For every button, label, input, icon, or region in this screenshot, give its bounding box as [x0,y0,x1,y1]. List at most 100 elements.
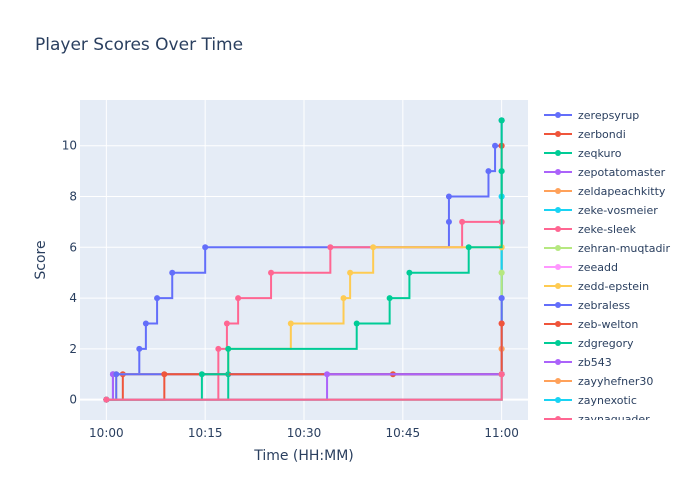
data-point[interactable] [225,345,232,352]
data-point[interactable] [485,168,492,175]
data-point[interactable] [327,244,334,251]
y-tick-label: 4 [69,291,77,305]
y-tick-label: 8 [69,190,77,204]
data-point[interactable] [465,244,472,251]
legend-label: zeke-vosmeier [578,204,658,217]
legend-label: zayyhefner30 [578,375,653,388]
legend-marker [555,264,561,270]
series-line [106,374,503,401]
data-point[interactable] [287,320,294,327]
data-point[interactable] [445,218,452,225]
data-point[interactable] [142,320,149,327]
data-point[interactable] [154,295,161,302]
y-tick-label: 0 [69,393,77,407]
legend-item[interactable]: zaynaguader [544,413,650,426]
legend-item[interactable]: zeqkuro [544,147,622,160]
data-point[interactable] [136,345,143,352]
data-point[interactable] [202,244,209,251]
data-point[interactable] [161,371,168,378]
data-point[interactable] [498,320,505,327]
legend-item[interactable]: zerepsyrup [544,109,639,122]
data-point[interactable] [353,320,360,327]
data-point[interactable] [498,371,505,378]
y-tick-label: 10 [62,139,77,153]
series-line [106,120,503,401]
legend[interactable]: zerepsyrup zerbondi zeqkuro zepotatomaster z… [544,109,670,426]
legend-item[interactable]: zeke-vosmeier [544,204,658,217]
data-point[interactable] [445,193,452,200]
legend-marker [555,302,561,308]
legend-label: zdgregory [578,337,634,350]
legend-label: zb543 [578,356,612,369]
chart-title: Player Scores Over Time [35,35,243,55]
legend-label: zerbondi [578,128,626,141]
data-point[interactable] [492,142,499,149]
legend-marker [555,340,561,346]
data-point[interactable] [324,371,331,378]
legend-item[interactable]: zebraless [544,299,630,312]
legend-item[interactable]: zerbondi [544,128,626,141]
y-axis-label: Score [33,240,49,279]
legend-item[interactable]: zayyhefner30 [544,375,653,388]
data-point[interactable] [215,345,222,352]
y-axis-ticks: 0 2 4 6 8 10 [62,139,77,407]
legend-item[interactable]: zeke-sleek [544,223,637,236]
x-axis-label: Time (HH:MM) [253,448,354,464]
data-point[interactable] [498,295,505,302]
data-point[interactable] [235,295,242,302]
data-point[interactable] [386,295,393,302]
series-layer [103,117,505,403]
legend-item[interactable]: zdgregory [544,337,634,350]
data-point[interactable] [223,320,230,327]
data-point[interactable] [498,269,505,276]
legend-item[interactable]: zepotatomaster [544,166,666,179]
legend-marker [555,207,561,213]
legend-label: zedd-epstein [578,280,649,293]
legend-marker [555,321,561,327]
legend-item[interactable]: zedd-epstein [544,280,649,293]
legend-label: zeb-welton [578,318,638,331]
data-point[interactable] [198,371,205,378]
data-point[interactable] [169,269,176,276]
legend-marker [555,226,561,232]
legend-item[interactable]: zaynexotic [544,394,637,407]
y-tick-label: 6 [69,240,77,254]
data-point[interactable] [347,269,354,276]
legend-item[interactable]: zehran-muqtadir [544,242,670,255]
legend-label: zeqkuro [578,147,622,160]
legend-item[interactable]: zeldapeachkitty [544,185,666,198]
x-tick-label: 11:00 [484,426,519,440]
legend-marker [555,245,561,251]
legend-marker [555,131,561,137]
legend-label: zeeadd [578,261,618,274]
legend-label: zeke-sleek [578,223,637,236]
legend-label: zehran-muqtadir [578,242,670,255]
data-point[interactable] [103,396,110,403]
legend-marker [555,169,561,175]
legend-marker [555,188,561,194]
data-point[interactable] [268,269,275,276]
legend-label: zerepsyrup [578,109,639,122]
y-tick-label: 2 [69,342,77,356]
series-line [106,120,503,401]
data-point[interactable] [498,117,505,124]
data-point[interactable] [459,218,466,225]
legend-label: zepotatomaster [578,166,666,179]
legend-item[interactable]: zb543 [544,356,612,369]
series-zaynaguader[interactable] [103,371,505,403]
x-axis-ticks: 10:00 10:15 10:30 10:45 11:00 [89,426,519,440]
data-point[interactable] [340,295,347,302]
legend-item[interactable]: zeeadd [544,261,618,274]
legend-label: zebraless [578,299,630,312]
data-point[interactable] [370,244,377,251]
legend-label: zaynexotic [578,394,637,407]
x-tick-label: 10:30 [287,426,322,440]
data-point[interactable] [406,269,413,276]
legend-item[interactable]: zeb-welton [544,318,638,331]
legend-marker [555,150,561,156]
legend-label: zaynaguader [578,413,650,426]
x-tick-label: 10:45 [386,426,421,440]
data-point[interactable] [113,371,120,378]
